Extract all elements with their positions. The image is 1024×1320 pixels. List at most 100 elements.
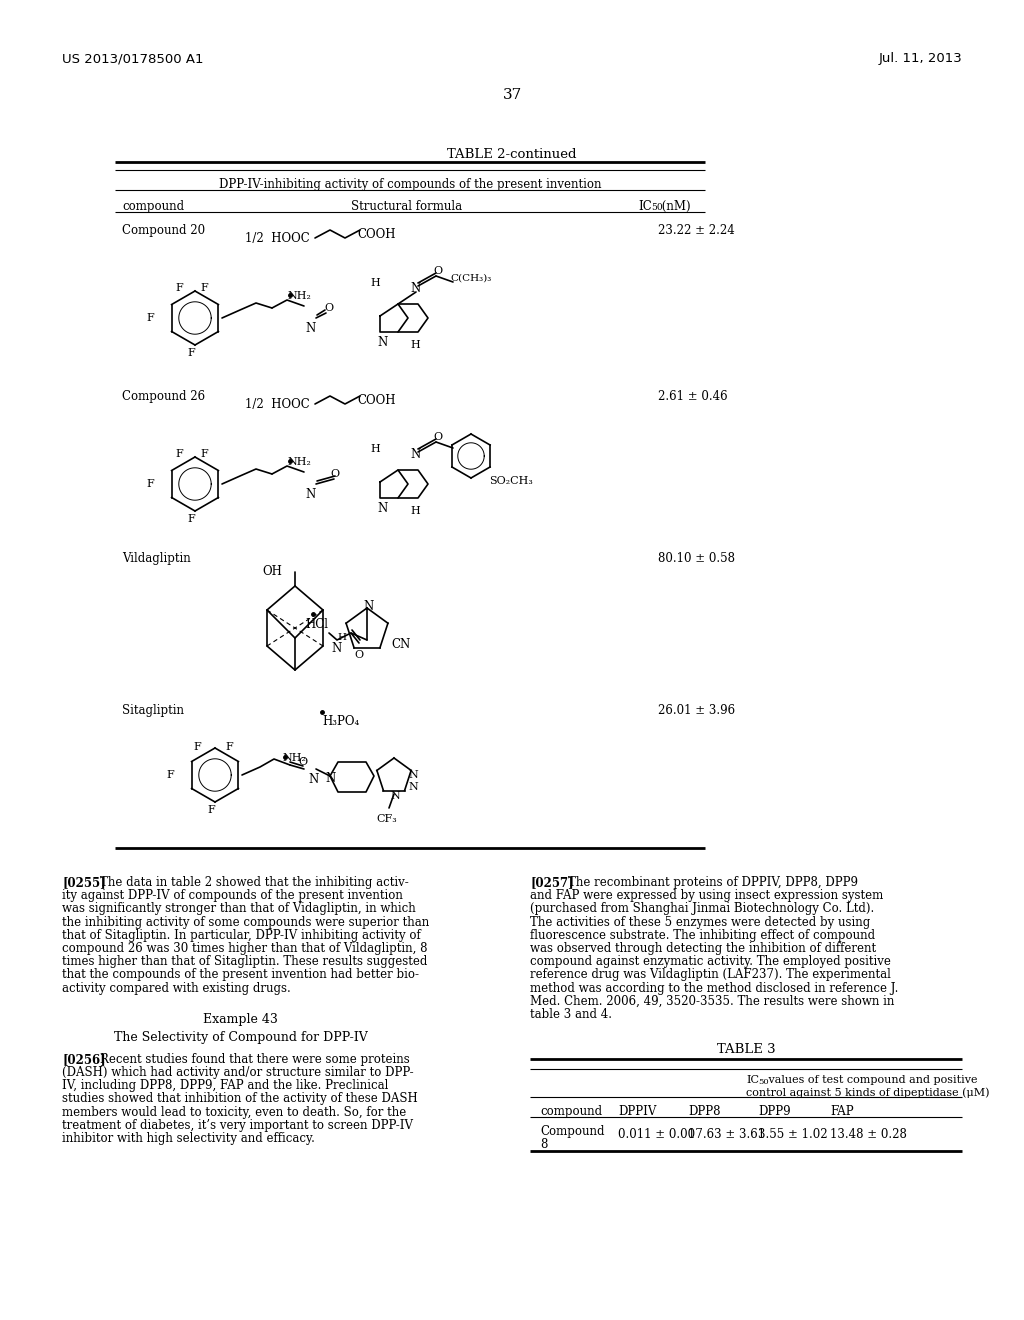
Text: members would lead to toxicity, even to death. So, for the: members would lead to toxicity, even to … bbox=[62, 1106, 407, 1118]
Text: ity against DPP-IV of compounds of the present invention: ity against DPP-IV of compounds of the p… bbox=[62, 890, 402, 902]
Text: F: F bbox=[225, 742, 232, 752]
Text: method was according to the method disclosed in reference J.: method was according to the method discl… bbox=[530, 982, 898, 994]
Text: Example 43: Example 43 bbox=[203, 1012, 279, 1026]
Text: values of test compound and positive: values of test compound and positive bbox=[765, 1076, 978, 1085]
Text: IC: IC bbox=[746, 1076, 759, 1085]
Text: F: F bbox=[175, 282, 182, 293]
Text: F: F bbox=[200, 449, 208, 459]
Text: was significantly stronger than that of Vidagliptin, in which: was significantly stronger than that of … bbox=[62, 903, 416, 915]
Text: H: H bbox=[337, 634, 346, 642]
Text: studies showed that inhibition of the activity of these DASH: studies showed that inhibition of the ac… bbox=[62, 1093, 418, 1105]
Text: compound against enzymatic activity. The employed positive: compound against enzymatic activity. The… bbox=[530, 956, 891, 968]
Text: (purchased from Shanghai Jinmai Biotechnology Co. Ltd).: (purchased from Shanghai Jinmai Biotechn… bbox=[530, 903, 874, 915]
Text: 50: 50 bbox=[758, 1078, 769, 1086]
Text: 3.55 ± 1.02: 3.55 ± 1.02 bbox=[758, 1129, 827, 1142]
Text: H: H bbox=[410, 341, 420, 350]
Text: N: N bbox=[410, 447, 420, 461]
Text: 50: 50 bbox=[651, 203, 663, 213]
Text: NH₂: NH₂ bbox=[287, 290, 311, 301]
Text: HCl: HCl bbox=[305, 618, 328, 631]
Text: F: F bbox=[166, 770, 174, 780]
Text: N: N bbox=[362, 601, 374, 612]
Text: NH₂: NH₂ bbox=[282, 752, 306, 763]
Text: Compound 20: Compound 20 bbox=[122, 224, 205, 238]
Text: The recombinant proteins of DPPIV, DPP8, DPP9: The recombinant proteins of DPPIV, DPP8,… bbox=[568, 876, 858, 888]
Text: Sitagliptin: Sitagliptin bbox=[122, 704, 184, 717]
Text: COOH: COOH bbox=[357, 228, 395, 242]
Text: O: O bbox=[354, 649, 364, 660]
Text: (DASH) which had activity and/or structure similar to DPP-: (DASH) which had activity and/or structu… bbox=[62, 1067, 414, 1078]
Text: activity compared with existing drugs.: activity compared with existing drugs. bbox=[62, 982, 291, 994]
Text: TABLE 3: TABLE 3 bbox=[717, 1043, 775, 1056]
Text: 13.48 ± 0.28: 13.48 ± 0.28 bbox=[830, 1129, 907, 1142]
Text: table 3 and 4.: table 3 and 4. bbox=[530, 1008, 612, 1020]
Text: treatment of diabetes, it’s very important to screen DPP-IV: treatment of diabetes, it’s very importa… bbox=[62, 1119, 413, 1131]
Text: The data in table 2 showed that the inhibiting activ-: The data in table 2 showed that the inhi… bbox=[100, 876, 409, 888]
Text: The activities of these 5 enzymes were detected by using: The activities of these 5 enzymes were d… bbox=[530, 916, 870, 928]
Text: The Selectivity of Compound for DPP-IV: The Selectivity of Compound for DPP-IV bbox=[114, 1031, 368, 1044]
Text: Compound 26: Compound 26 bbox=[122, 389, 205, 403]
Text: N: N bbox=[410, 282, 420, 294]
Text: F: F bbox=[175, 449, 182, 459]
Text: N: N bbox=[308, 774, 318, 785]
Text: H₃PO₄: H₃PO₄ bbox=[322, 715, 359, 729]
Text: 0.011 ± 0.00: 0.011 ± 0.00 bbox=[618, 1129, 695, 1142]
Text: N: N bbox=[408, 770, 418, 780]
Text: O: O bbox=[433, 267, 442, 276]
Text: and FAP were expressed by using insect expression system: and FAP were expressed by using insect e… bbox=[530, 890, 884, 902]
Text: 1/2  HOOC: 1/2 HOOC bbox=[245, 232, 309, 246]
Text: fluorescence substrate. The inhibiting effect of compound: fluorescence substrate. The inhibiting e… bbox=[530, 929, 876, 941]
Text: DPP-IV-inhibiting activity of compounds of the present invention: DPP-IV-inhibiting activity of compounds … bbox=[219, 178, 601, 191]
Text: H: H bbox=[370, 444, 380, 454]
Text: inhibitor with high selectivity and efficacy.: inhibitor with high selectivity and effi… bbox=[62, 1133, 314, 1144]
Text: Jul. 11, 2013: Jul. 11, 2013 bbox=[879, 51, 962, 65]
Text: 2.61 ± 0.46: 2.61 ± 0.46 bbox=[658, 389, 728, 403]
Text: DPPIV: DPPIV bbox=[618, 1105, 656, 1118]
Text: Vildagliptin: Vildagliptin bbox=[122, 552, 190, 565]
Text: N: N bbox=[408, 781, 418, 792]
Text: C(CH₃)₃: C(CH₃)₃ bbox=[450, 275, 492, 282]
Text: COOH: COOH bbox=[357, 393, 395, 407]
Text: control against 5 kinds of dipeptidase (μM): control against 5 kinds of dipeptidase (… bbox=[746, 1088, 989, 1098]
Text: N: N bbox=[331, 642, 341, 655]
Text: compound: compound bbox=[540, 1105, 602, 1118]
Text: (nM): (nM) bbox=[658, 201, 690, 213]
Text: 26.01 ± 3.96: 26.01 ± 3.96 bbox=[658, 704, 735, 717]
Text: O: O bbox=[324, 304, 333, 313]
Text: O: O bbox=[330, 469, 339, 479]
Text: N: N bbox=[390, 791, 399, 801]
Text: Med. Chem. 2006, 49, 3520-3535. The results were shown in: Med. Chem. 2006, 49, 3520-3535. The resu… bbox=[530, 995, 894, 1007]
Text: 17.63 ± 3.61: 17.63 ± 3.61 bbox=[688, 1129, 765, 1142]
Text: F: F bbox=[193, 742, 201, 752]
Text: IC: IC bbox=[638, 201, 651, 213]
Text: DPP9: DPP9 bbox=[758, 1105, 791, 1118]
Text: H: H bbox=[370, 279, 380, 288]
Text: reference drug was Vildagliptin (LAF237). The experimental: reference drug was Vildagliptin (LAF237)… bbox=[530, 969, 891, 981]
Text: NH₂: NH₂ bbox=[287, 457, 311, 467]
Text: 80.10 ± 0.58: 80.10 ± 0.58 bbox=[658, 552, 735, 565]
Text: F: F bbox=[207, 805, 215, 814]
Text: compound 26 was 30 times higher than that of Vildagliptin, 8: compound 26 was 30 times higher than tha… bbox=[62, 942, 427, 954]
Text: 23.22 ± 2.24: 23.22 ± 2.24 bbox=[658, 224, 735, 238]
Text: F: F bbox=[146, 479, 154, 488]
Text: times higher than that of Sitagliptin. These results suggested: times higher than that of Sitagliptin. T… bbox=[62, 956, 427, 968]
Text: FAP: FAP bbox=[830, 1105, 854, 1118]
Text: F: F bbox=[187, 513, 195, 524]
Text: was observed through detecting the inhibition of different: was observed through detecting the inhib… bbox=[530, 942, 877, 954]
Text: SO₂CH₃: SO₂CH₃ bbox=[489, 477, 532, 486]
Text: DPP8: DPP8 bbox=[688, 1105, 721, 1118]
Text: US 2013/0178500 A1: US 2013/0178500 A1 bbox=[62, 51, 204, 65]
Text: Structural formula: Structural formula bbox=[351, 201, 463, 213]
Text: O: O bbox=[298, 756, 307, 767]
Text: 8: 8 bbox=[540, 1138, 548, 1151]
Text: CN: CN bbox=[391, 638, 411, 651]
Text: [0257]: [0257] bbox=[530, 876, 573, 888]
Text: O: O bbox=[433, 432, 442, 442]
Text: that of Sitagliptin. In particular, DPP-IV inhibiting activity of: that of Sitagliptin. In particular, DPP-… bbox=[62, 929, 421, 941]
Text: F: F bbox=[200, 282, 208, 293]
Text: the inhibiting activity of some compounds were superior than: the inhibiting activity of some compound… bbox=[62, 916, 429, 928]
Text: CF₃: CF₃ bbox=[376, 814, 396, 824]
Text: 1/2  HOOC: 1/2 HOOC bbox=[245, 399, 309, 411]
Text: N: N bbox=[325, 772, 335, 785]
Text: that the compounds of the present invention had better bio-: that the compounds of the present invent… bbox=[62, 969, 419, 981]
